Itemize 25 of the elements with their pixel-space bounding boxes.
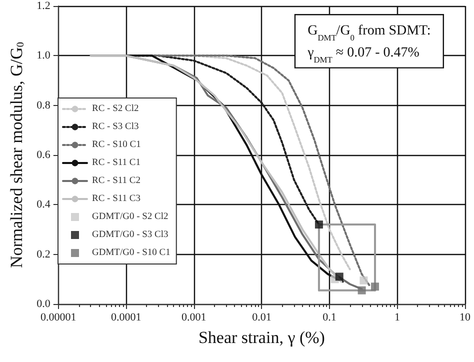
legend-label: GDMT/G0 - S10 C1 [92, 248, 171, 258]
legend-label: GDMT/G0 - S2 Cl2 [92, 212, 169, 222]
y-axis-title: Normalized shear modulus, G/G0 [7, 42, 26, 268]
x-tick-label: 0.001 [182, 312, 206, 324]
legend-label: RC - S10 C1 [92, 140, 142, 150]
y-tick-label: 0.4 [36, 198, 51, 211]
x-tick-label: 0.0001 [111, 312, 142, 324]
legend-label: RC - S3 Cl3 [92, 122, 139, 132]
x-tick-label: 10 [460, 312, 471, 324]
x-tick-label: 0.1 [322, 312, 336, 324]
y-tick-label: 0.6 [36, 149, 51, 161]
legend-label: RC - S11 C2 [92, 176, 141, 186]
y-tick-label: 1.2 [36, 0, 50, 12]
x-tick-label: 0.01 [252, 312, 272, 324]
legend-label: RC - S11 C3 [92, 194, 141, 204]
legend-label: RC - S2 Cl2 [92, 104, 139, 114]
x-tick-label: 1 [394, 312, 400, 324]
y-tick-label: 0.8 [36, 99, 51, 112]
y-tick-label: 0.2 [36, 248, 50, 260]
x-axis-title: Shear strain, γ (%) [198, 328, 325, 347]
legend-label: GDMT/G0 - S3 Cl3 [92, 230, 169, 240]
x-tick-label: 0.00001 [40, 312, 76, 324]
legend-label: RC - S11 C1 [92, 158, 141, 168]
y-tick-label: 0.0 [36, 298, 51, 310]
y-tick-label: 1.0 [36, 50, 51, 62]
